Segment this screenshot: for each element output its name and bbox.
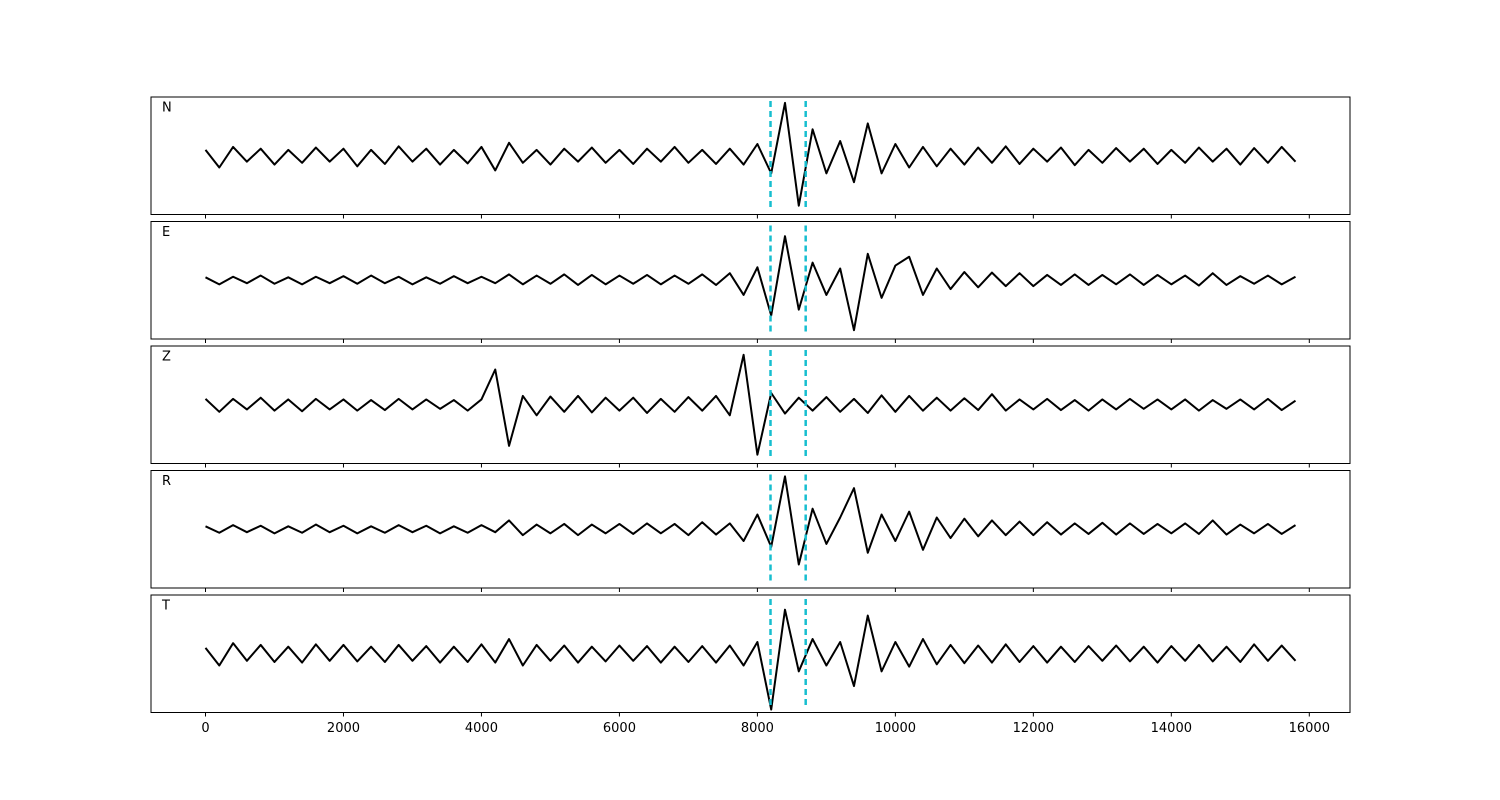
x-tick-label: 8000	[741, 721, 774, 736]
x-tick-label: 10000	[875, 721, 916, 736]
x-tick-label: 0	[201, 721, 209, 736]
x-tick-label: 16000	[1289, 721, 1330, 736]
panel-frame	[150, 96, 1351, 215]
trace	[204, 608, 1297, 711]
panel-label: Z	[162, 350, 171, 365]
trace	[204, 101, 1297, 207]
panel-frame	[150, 594, 1351, 713]
panel-frame	[150, 345, 1351, 464]
panel-label: T	[161, 599, 170, 614]
x-tick-label: 2000	[327, 721, 360, 736]
panel-frame	[150, 470, 1351, 589]
panel-frame	[150, 221, 1351, 340]
trace	[205, 475, 1297, 566]
panel-label: E	[162, 225, 170, 240]
trace	[205, 235, 1296, 332]
x-tick-label: 12000	[1013, 721, 1054, 736]
x-tick-label: 6000	[603, 721, 636, 736]
trace	[204, 353, 1297, 456]
panel-label: N	[162, 101, 172, 116]
panel-label: R	[162, 474, 171, 489]
x-tick-label: 4000	[465, 721, 498, 736]
x-tick-label: 14000	[1151, 721, 1192, 736]
